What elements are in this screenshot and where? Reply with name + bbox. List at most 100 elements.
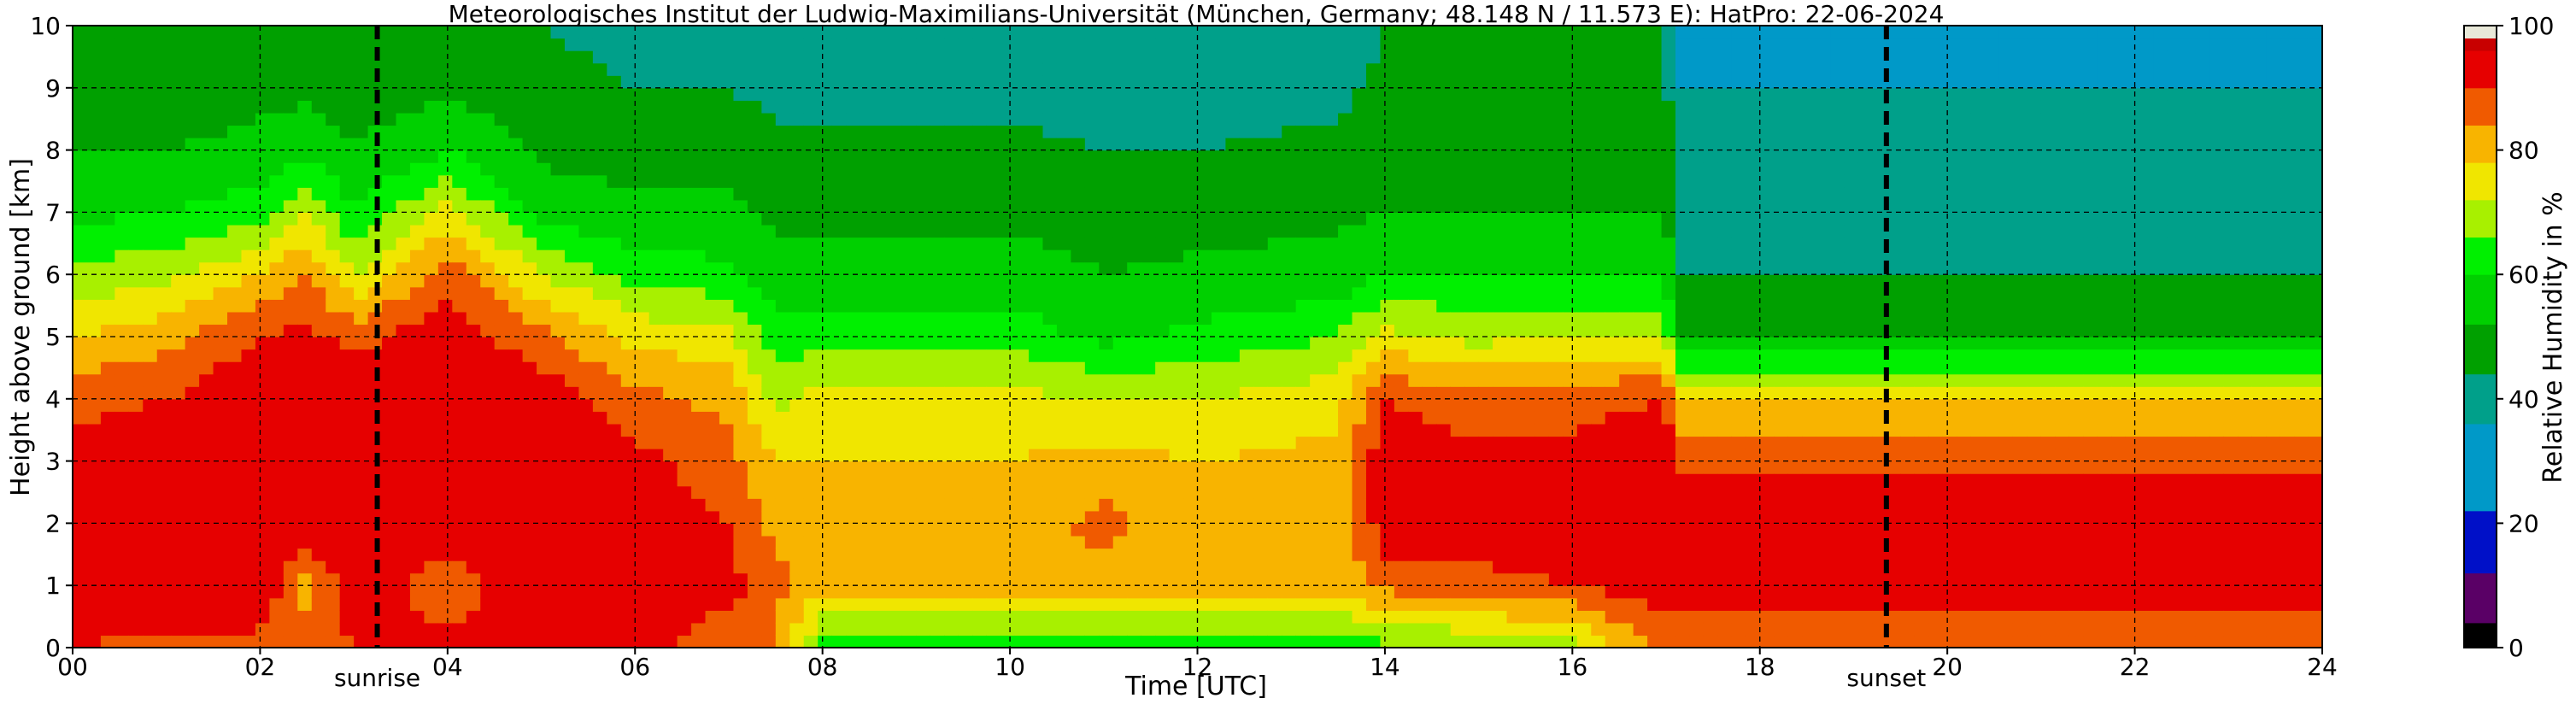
heatmap-cell [901,26,917,39]
heatmap-cell [409,361,425,375]
heatmap-cell [326,311,341,326]
heatmap-cell [1112,187,1128,201]
heatmap-cell [1464,411,1480,425]
heatmap-cell [409,75,425,89]
heatmap-cell [143,274,158,288]
heatmap-cell [888,597,903,611]
heatmap-cell [1014,224,1030,238]
heatmap-cell [972,237,988,250]
heatmap-cell [986,237,1001,250]
heatmap-cell [972,398,988,412]
heatmap-cell [663,597,678,611]
heatmap-cell [1071,597,1086,611]
heatmap-cell [522,449,537,462]
heatmap-cell [100,597,115,611]
heatmap-cell [1029,150,1044,163]
heatmap-cell [635,324,650,337]
heatmap-cell [803,449,819,462]
heatmap-cell [1112,635,1128,648]
heatmap-cell [578,299,594,313]
heatmap-cell [1071,635,1086,648]
heatmap-cell [437,125,453,138]
heatmap-cell [213,610,228,624]
heatmap-cell [677,361,692,375]
heatmap-cell [1282,597,1297,611]
heatmap-cell [1000,498,1016,512]
heatmap-cell [1127,199,1142,213]
heatmap-cell [578,411,594,425]
heatmap-cell [171,75,186,89]
heatmap-cell [705,299,720,313]
heatmap-cell [354,337,369,350]
heatmap-cell [1365,75,1382,89]
heatmap-cell [635,62,650,76]
heatmap-cell [326,112,341,126]
heatmap-cell [1365,585,1382,599]
heatmap-cell [213,461,228,474]
heatmap-cell [143,449,158,462]
heatmap-cell [1029,510,1044,524]
heatmap-cell [143,572,158,586]
heatmap-cell [1338,237,1353,250]
heatmap-cell [1239,473,1254,487]
heatmap-cell [156,373,172,387]
heatmap-cell [143,62,158,76]
heatmap-cell [747,473,762,487]
heatmap-cell [339,373,355,387]
heatmap-cell [199,473,214,487]
heatmap-cell [241,349,256,362]
heatmap-cell [339,449,355,462]
heatmap-cell [578,311,594,326]
heatmap-cell [1338,436,1353,449]
heatmap-cell [269,237,285,250]
heatmap-cell [255,361,270,375]
heatmap-cell [564,572,580,586]
heatmap-cell [831,212,847,226]
heatmap-cell [1029,423,1044,437]
heatmap-cell [1323,261,1339,275]
heatmap-cell [508,174,524,188]
heatmap-cell [269,635,285,648]
heatmap-cell [972,174,988,188]
heatmap-cell [241,436,256,449]
heatmap-cell [1141,349,1156,362]
heatmap-cell [972,386,988,400]
heatmap-cell [86,87,102,101]
heatmap-cell [241,485,256,499]
heatmap-cell [227,349,243,362]
heatmap-cell [747,498,762,512]
heatmap-cell [1014,212,1030,226]
heatmap-cell [564,324,580,337]
heatmap-cell [719,324,735,337]
heatmap-cell [156,635,172,648]
heatmap-cell [705,50,720,64]
heatmap-cell [494,523,509,537]
heatmap-cell [1365,572,1382,586]
heatmap-cell [1436,150,1452,163]
heatmap-cell [705,162,720,176]
heatmap-cell [1197,26,1212,39]
heatmap-cell [901,523,917,537]
heatmap-cell [171,622,186,637]
heatmap-cell [494,26,509,39]
heatmap-cell [1323,237,1339,250]
heatmap-cell [1394,125,1409,138]
heatmap-cell [522,485,537,499]
heatmap-cell [156,473,172,487]
heatmap-cell [901,174,917,188]
heatmap-cell [733,249,748,263]
heatmap-cell [592,535,607,549]
heatmap-cell [1155,349,1171,362]
heatmap-cell [1014,324,1030,337]
heatmap-cell [663,50,678,64]
heatmap-cell [846,535,861,549]
heatmap-cell [592,174,607,188]
heatmap-cell [100,38,115,51]
heatmap-cell [888,38,903,51]
heatmap-cell [1352,398,1367,412]
heatmap-cell [775,423,790,437]
heatmap-cell [1084,261,1100,275]
heatmap-cell [705,87,720,101]
heatmap-cell [747,523,762,537]
heatmap-cell [241,361,256,375]
